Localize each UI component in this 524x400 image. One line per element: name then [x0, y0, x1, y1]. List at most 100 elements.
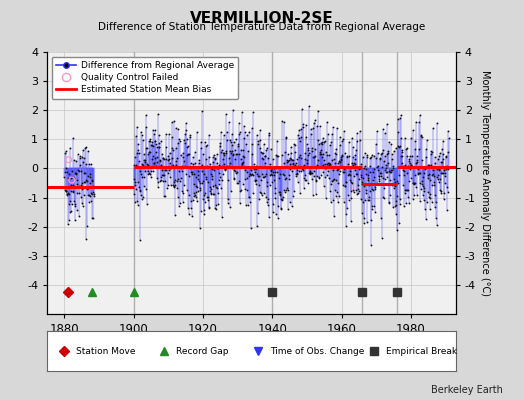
Point: [274, 152, 282, 159]
Point: [236, 129, 245, 135]
Point: [233, 180, 241, 186]
Point: [130, 154, 139, 160]
Point: [225, 118, 234, 125]
Point: [368, 152, 377, 158]
Point: [254, 172, 263, 179]
Point: [81, 170, 89, 176]
Point: [365, 182, 374, 188]
Point: [412, 184, 420, 190]
Point: [173, 155, 181, 161]
Point: [392, 227, 401, 233]
Point: [319, 135, 327, 141]
Point: [404, 194, 412, 201]
Point: [190, 181, 198, 187]
Point: [129, 190, 138, 197]
Point: [131, 179, 139, 186]
Point: [413, 157, 422, 164]
Point: [300, 162, 308, 168]
Point: [269, 168, 278, 175]
Point: [286, 155, 294, 162]
Point: [263, 198, 271, 205]
Point: [213, 185, 221, 191]
Point: [169, 118, 178, 124]
Point: [306, 169, 314, 175]
Point: [305, 170, 314, 176]
Point: [229, 151, 237, 157]
Point: [85, 174, 94, 181]
Point: [369, 169, 377, 175]
Point: [214, 165, 222, 172]
Point: [285, 176, 293, 182]
Point: [188, 213, 196, 220]
Point: [173, 194, 182, 201]
Point: [377, 151, 386, 158]
Point: [222, 150, 231, 156]
Point: [280, 172, 288, 178]
Point: [429, 125, 437, 131]
Point: [348, 162, 357, 168]
Point: [387, 166, 396, 173]
Point: [227, 138, 235, 145]
Point: [386, 177, 394, 183]
Point: [172, 178, 181, 184]
Point: [353, 138, 362, 144]
Point: [331, 187, 339, 194]
Point: [170, 212, 179, 218]
Point: [424, 162, 433, 169]
Point: [192, 174, 200, 180]
Point: [187, 204, 195, 211]
Point: [248, 150, 256, 157]
Point: [158, 178, 167, 184]
Point: [67, 208, 75, 214]
Point: [442, 153, 450, 160]
Point: [310, 173, 318, 179]
Point: [151, 127, 159, 133]
Point: [429, 167, 437, 173]
Point: [186, 165, 194, 172]
Point: [148, 153, 157, 159]
Point: [190, 171, 199, 178]
Point: [299, 167, 308, 173]
Point: [344, 192, 352, 198]
Point: [413, 159, 421, 166]
Point: [64, 174, 72, 181]
Point: [235, 188, 244, 194]
Point: [343, 204, 351, 211]
Point: [357, 179, 366, 186]
Point: [339, 182, 347, 188]
Point: [290, 164, 299, 171]
Point: [444, 149, 452, 155]
Point: [79, 202, 87, 209]
Point: [196, 224, 204, 231]
Point: [422, 199, 431, 206]
Point: [396, 115, 404, 122]
Point: [259, 150, 267, 156]
Point: [308, 170, 316, 176]
Point: [223, 163, 231, 169]
Point: [135, 150, 144, 157]
Point: [409, 180, 417, 186]
Point: [279, 194, 288, 200]
Point: [195, 157, 203, 163]
Point: [366, 242, 375, 248]
Point: [209, 154, 217, 160]
Point: [184, 192, 193, 198]
Point: [269, 156, 277, 162]
Point: [342, 210, 350, 217]
Point: [354, 166, 363, 172]
Point: [291, 142, 300, 148]
Point: [417, 132, 425, 138]
Point: [384, 150, 392, 156]
Point: [335, 158, 343, 164]
Point: [179, 198, 188, 205]
Point: [201, 199, 209, 205]
Point: [281, 174, 290, 181]
Point: [341, 183, 350, 190]
Point: [196, 180, 204, 186]
Point: [83, 223, 92, 230]
Point: [380, 176, 389, 182]
Point: [390, 148, 398, 154]
Point: [88, 178, 96, 184]
Point: [61, 187, 69, 193]
Point: [61, 188, 70, 194]
